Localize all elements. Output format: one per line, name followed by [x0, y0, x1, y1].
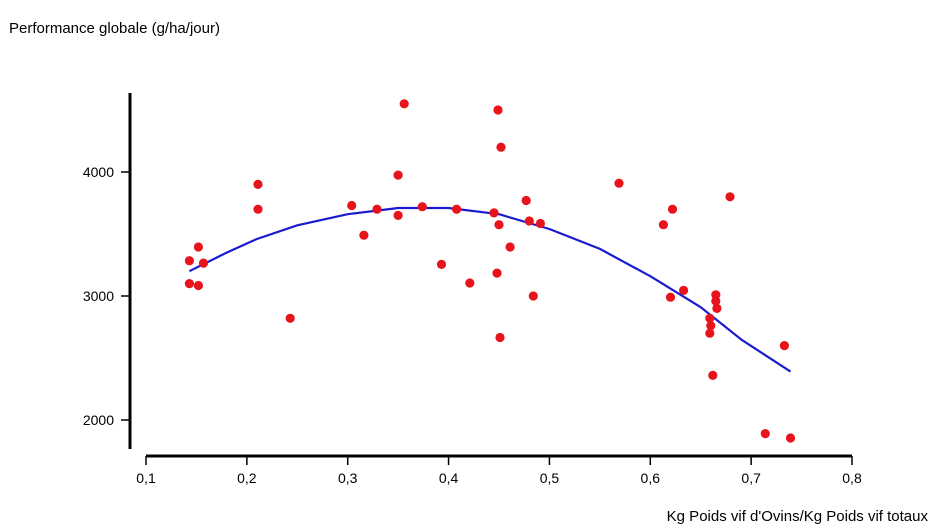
data-point — [452, 204, 462, 214]
data-point — [535, 218, 546, 229]
trend-line — [188, 206, 792, 373]
data-point — [253, 204, 263, 214]
data-point — [489, 208, 499, 218]
data-point — [347, 200, 357, 211]
data-point — [393, 170, 403, 180]
data-point — [679, 285, 689, 295]
chart-title: Performance globale (g/ha/jour) — [9, 20, 220, 37]
x-tick-label: 0,2 — [237, 470, 257, 486]
data-point — [705, 313, 715, 323]
data-point — [712, 303, 722, 313]
data-point — [614, 178, 624, 188]
x-tick-label: 0,5 — [540, 470, 560, 486]
data-point — [193, 242, 203, 252]
data-point — [253, 179, 263, 189]
data-point — [285, 313, 295, 323]
data-point — [705, 328, 715, 338]
data-point — [706, 321, 716, 331]
data-point — [184, 256, 194, 266]
data-point — [528, 291, 538, 301]
data-point — [372, 204, 382, 214]
data-point — [665, 292, 676, 302]
x-tick-label: 0,8 — [842, 470, 862, 486]
data-point — [359, 230, 369, 240]
data-point — [708, 370, 718, 380]
data-point — [521, 195, 531, 206]
data-point — [436, 259, 447, 269]
data-point — [494, 220, 504, 230]
data-point — [198, 258, 209, 268]
axes: 0,1 0,2 0,3 0,4 0,5 0,6 0,7 0,8 2000 3000 4000 — [83, 93, 862, 486]
data-point — [393, 210, 403, 220]
data-point — [496, 142, 506, 152]
data-point — [399, 99, 409, 109]
y-tick-label: 2000 — [83, 412, 114, 428]
data-point — [465, 278, 475, 288]
x-tick-label: 0,7 — [741, 470, 761, 486]
x-tick-label: 0,4 — [439, 470, 459, 486]
trend-line-layer — [188, 206, 792, 373]
x-tick-label: 0,3 — [338, 470, 358, 486]
data-point — [785, 433, 796, 443]
x-tick-label: 0,1 — [136, 470, 156, 486]
data-point — [779, 341, 790, 351]
y-tick-label: 3000 — [83, 288, 114, 304]
x-tick-label: 0,6 — [641, 470, 661, 486]
data-point — [667, 204, 678, 214]
data-point — [417, 202, 427, 212]
data-point — [505, 242, 515, 252]
data-point — [658, 220, 669, 230]
data-point — [493, 105, 503, 115]
data-point — [711, 296, 721, 306]
x-axis-label: Kg Poids vif d'Ovins/Kg Poids vif totaux — [667, 508, 929, 525]
data-point — [193, 280, 203, 291]
y-tick-label: 4000 — [83, 164, 114, 180]
data-point — [524, 216, 534, 226]
data-point — [184, 279, 194, 289]
data-point — [492, 268, 502, 278]
data-points-layer — [184, 99, 796, 443]
data-point — [725, 192, 735, 202]
data-point — [760, 429, 770, 439]
data-point — [495, 332, 505, 343]
